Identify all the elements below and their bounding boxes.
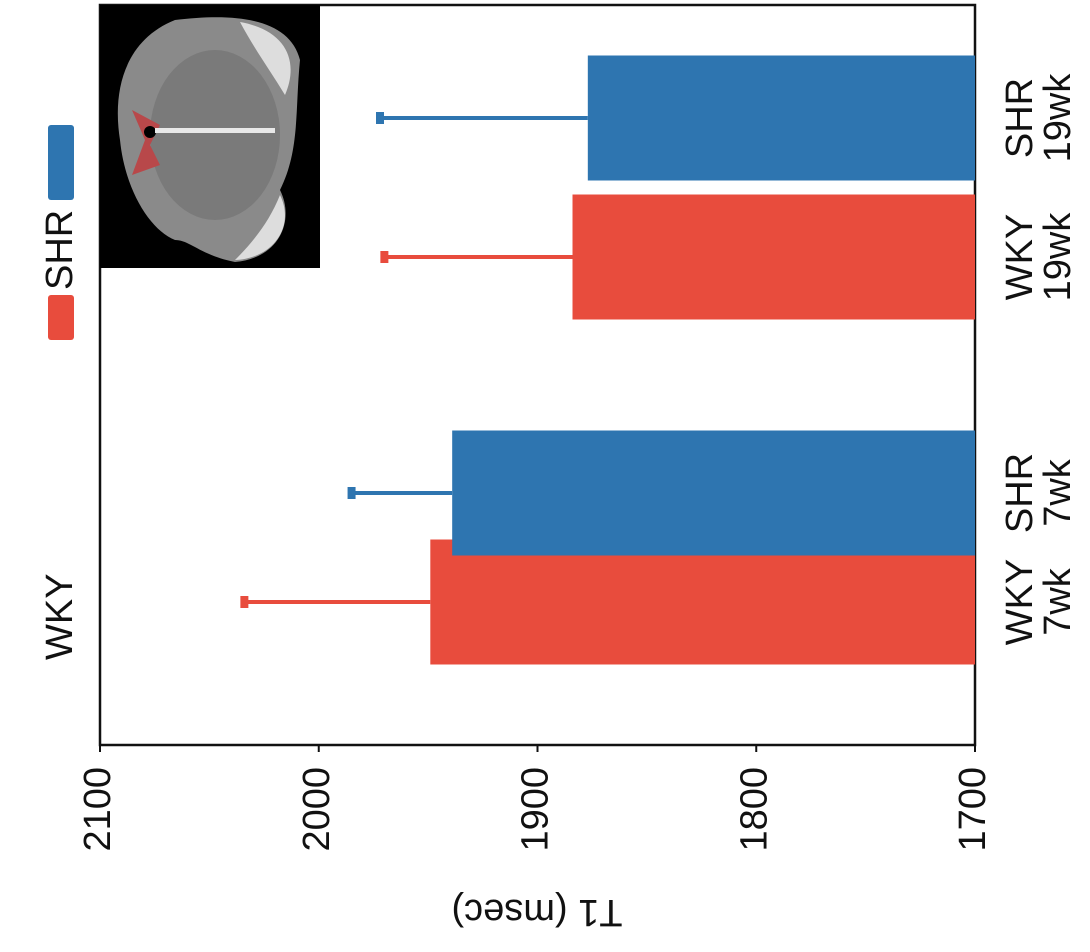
- y-axis-title: T1 (msec): [452, 891, 623, 933]
- inset-image: [100, 5, 320, 268]
- x-tick-label: SHR: [999, 453, 1041, 533]
- y-tick-label: 1700: [952, 767, 994, 852]
- bar: [573, 195, 976, 320]
- x-tick-label: 7wk: [1037, 567, 1079, 636]
- x-tick-label: 7wk: [1037, 458, 1079, 527]
- legend-label: WKY: [39, 573, 81, 660]
- legend-swatch: [48, 125, 74, 200]
- x-tick-label: WKY: [999, 559, 1041, 646]
- bar: [452, 431, 975, 556]
- x-tick-label: SHR: [999, 78, 1041, 158]
- bar: [430, 540, 975, 665]
- x-tick-label: WKY: [999, 214, 1041, 301]
- x-tick-label: 19wk: [1037, 73, 1079, 163]
- y-tick-label: 1800: [733, 767, 775, 852]
- legend-label: SHR: [39, 210, 81, 290]
- y-tick-label: 2100: [77, 767, 119, 852]
- x-tick-label: 19wk: [1037, 212, 1079, 302]
- bar: [588, 56, 975, 181]
- chart: T1 (msec) 17001800190020002100WKY7wkSHR7…: [0, 0, 1090, 952]
- y-tick-label: 1900: [515, 767, 557, 852]
- y-tick-label: 2000: [296, 767, 338, 852]
- legend-swatch: [48, 295, 74, 340]
